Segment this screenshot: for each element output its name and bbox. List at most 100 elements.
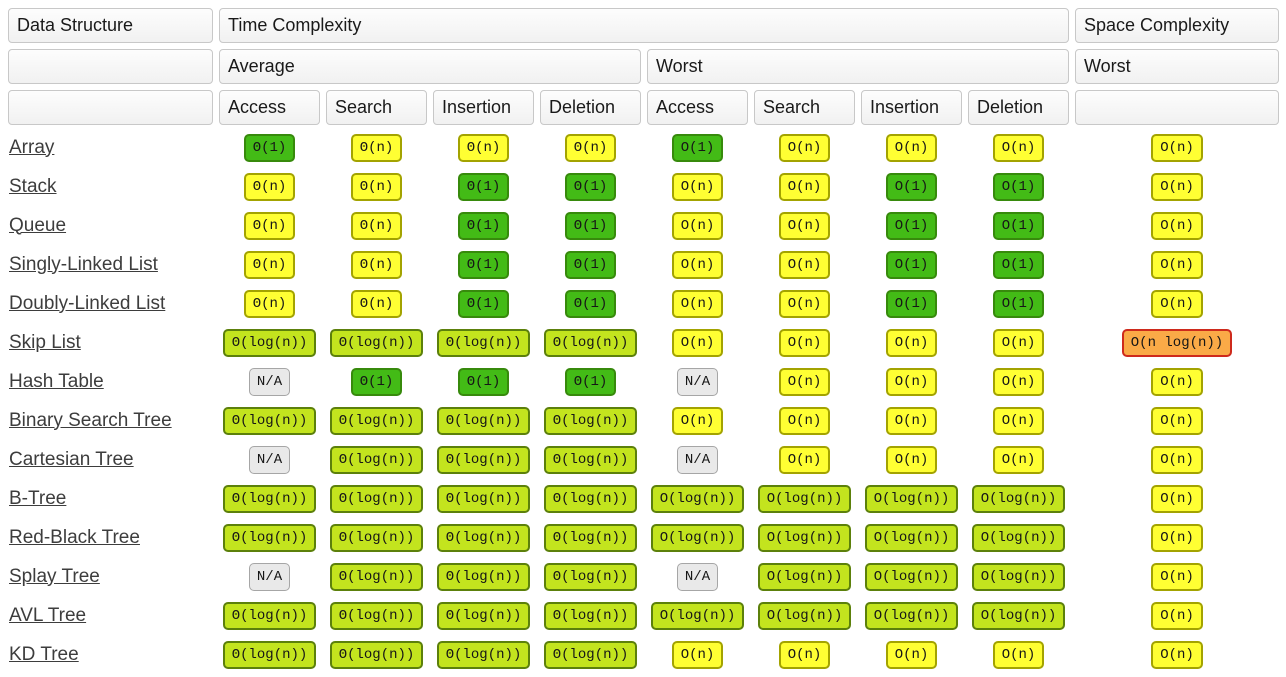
data-structure-cell: Singly-Linked List: [8, 248, 213, 281]
complexity-badge: N/A: [248, 367, 291, 396]
complexity-cell: Θ(log(n)): [540, 326, 641, 359]
complexity-badge: O(n): [992, 406, 1045, 435]
complexity-badge: O(n): [1151, 640, 1203, 669]
complexity-cell: O(n): [968, 443, 1069, 476]
complexity-badge: Θ(log(n)): [436, 640, 531, 669]
complexity-badge: O(log(n)): [971, 523, 1066, 552]
complexity-cell: O(log(n)): [861, 482, 962, 515]
complexity-cell: O(n): [647, 209, 748, 242]
data-structure-link[interactable]: Cartesian Tree: [9, 448, 134, 470]
data-structure-link[interactable]: Array: [9, 136, 55, 158]
data-structure-cell: KD Tree: [8, 638, 213, 671]
complexity-badge: Θ(log(n)): [543, 328, 638, 357]
table-row: Skip List Θ(log(n)) Θ(log(n)) Θ(log(n)) Θ(lo…: [8, 326, 1279, 359]
complexity-cell: Θ(n): [326, 131, 427, 164]
complexity-badge: O(n): [992, 328, 1045, 357]
col-header-space-worst: Worst: [1075, 49, 1279, 84]
table-row: Red-Black Tree Θ(log(n)) Θ(log(n)) Θ(log(n)…: [8, 521, 1279, 554]
complexity-cell: O(n): [968, 131, 1069, 164]
data-structure-link[interactable]: Splay Tree: [9, 565, 100, 587]
complexity-badge: Θ(1): [564, 289, 617, 318]
complexity-badge: N/A: [676, 445, 719, 474]
data-structure-link[interactable]: AVL Tree: [9, 604, 87, 626]
complexity-badge: Θ(log(n)): [329, 445, 424, 474]
complexity-badge: O(n): [885, 133, 938, 162]
col-header-worst: Worst: [647, 49, 1069, 84]
complexity-cell: Θ(log(n)): [433, 482, 534, 515]
complexity-cell: Θ(log(n)): [540, 443, 641, 476]
complexity-cell: O(n): [1075, 209, 1279, 242]
complexity-badge: O(1): [992, 289, 1045, 318]
complexity-badge: Θ(n): [350, 250, 403, 279]
data-structure-cell: AVL Tree: [8, 599, 213, 632]
complexity-cell: O(n): [1075, 599, 1279, 632]
header-spacer-space: [1075, 90, 1279, 125]
complexity-badge: O(log(n)): [757, 562, 852, 591]
complexity-cell: O(log(n)): [647, 521, 748, 554]
complexity-cell: Θ(log(n)): [433, 443, 534, 476]
complexity-cell: Θ(1): [433, 248, 534, 281]
complexity-cell: Θ(log(n)): [433, 560, 534, 593]
complexity-badge: O(n): [885, 640, 938, 669]
data-structure-link[interactable]: Red-Black Tree: [9, 526, 140, 548]
col-header-worst-deletion: Deletion: [968, 90, 1069, 125]
col-header-average-deletion: Deletion: [540, 90, 641, 125]
complexity-cell: Θ(log(n)): [540, 638, 641, 671]
complexity-cell: N/A: [219, 560, 320, 593]
complexity-badge: O(n): [671, 406, 724, 435]
data-structure-link[interactable]: Hash Table: [9, 370, 104, 392]
complexity-cell: N/A: [647, 443, 748, 476]
complexity-badge: O(n): [992, 445, 1045, 474]
table-row: Queue Θ(n) Θ(n) Θ(1) Θ(1) O(n) O(n) O(1) O(1) O(n…: [8, 209, 1279, 242]
header-row-2: Average Worst Worst: [8, 49, 1279, 84]
data-structure-link[interactable]: Skip List: [9, 331, 81, 353]
complexity-badge: O(1): [671, 133, 724, 162]
complexity-cell: Θ(n): [219, 248, 320, 281]
complexity-cell: Θ(log(n)): [219, 599, 320, 632]
complexity-cell: O(n): [754, 443, 855, 476]
data-structure-link[interactable]: B-Tree: [9, 487, 67, 509]
complexity-cell: Θ(n): [326, 170, 427, 203]
complexity-cell: O(n): [968, 404, 1069, 437]
complexity-badge: O(log(n)): [864, 523, 959, 552]
complexity-cell: Θ(log(n)): [433, 326, 534, 359]
complexity-badge: O(1): [992, 172, 1045, 201]
complexity-badge: Θ(log(n)): [436, 601, 531, 630]
complexity-cell: O(1): [861, 248, 962, 281]
complexity-cell: O(n log(n)): [1075, 326, 1279, 359]
complexity-cell: Θ(log(n)): [433, 638, 534, 671]
complexity-badge: Θ(log(n)): [329, 523, 424, 552]
col-header-space-complexity: Space Complexity: [1075, 8, 1279, 43]
data-structure-link[interactable]: Doubly-Linked List: [9, 292, 166, 314]
complexity-badge: Θ(log(n)): [543, 406, 638, 435]
data-structure-link[interactable]: Queue: [9, 214, 67, 236]
complexity-cell: N/A: [219, 443, 320, 476]
complexity-cell: O(log(n)): [647, 482, 748, 515]
complexity-badge: O(n): [1151, 445, 1203, 474]
data-structure-link[interactable]: KD Tree: [9, 643, 79, 665]
complexity-cell: O(log(n)): [861, 560, 962, 593]
table-row: Singly-Linked List Θ(n) Θ(n) Θ(1) Θ(1) O(n) O(…: [8, 248, 1279, 281]
complexity-badge: O(n): [885, 328, 938, 357]
complexity-badge: O(n): [778, 406, 831, 435]
table-header: Data Structure Time Complexity Space Com…: [8, 8, 1279, 125]
complexity-cell: O(n): [861, 365, 962, 398]
complexity-cell: O(log(n)): [968, 599, 1069, 632]
complexity-badge: Θ(log(n)): [222, 640, 317, 669]
complexity-badge: O(1): [992, 211, 1045, 240]
data-structure-link[interactable]: Stack: [9, 175, 57, 197]
complexity-cell: O(n): [754, 287, 855, 320]
complexity-badge: Θ(log(n)): [436, 445, 531, 474]
complexity-cell: O(n): [968, 365, 1069, 398]
complexity-cell: Θ(n): [219, 287, 320, 320]
complexity-badge: O(n): [1151, 367, 1203, 396]
complexity-badge: O(n log(n)): [1121, 328, 1233, 357]
data-structure-cell: Hash Table: [8, 365, 213, 398]
data-structure-link[interactable]: Binary Search Tree: [9, 409, 172, 431]
data-structure-link[interactable]: Singly-Linked List: [9, 253, 158, 275]
table-row: B-Tree Θ(log(n)) Θ(log(n)) Θ(log(n)) Θ(log(n…: [8, 482, 1279, 515]
complexity-cell: O(n): [1075, 248, 1279, 281]
complexity-badge: Θ(n): [243, 211, 296, 240]
complexity-cell: O(log(n)): [754, 482, 855, 515]
complexity-badge: Θ(1): [564, 367, 617, 396]
